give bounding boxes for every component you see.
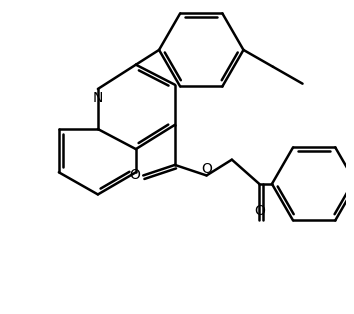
Text: O: O <box>201 162 212 176</box>
Text: O: O <box>254 204 265 218</box>
Text: N: N <box>93 91 103 105</box>
Text: O: O <box>129 169 140 182</box>
